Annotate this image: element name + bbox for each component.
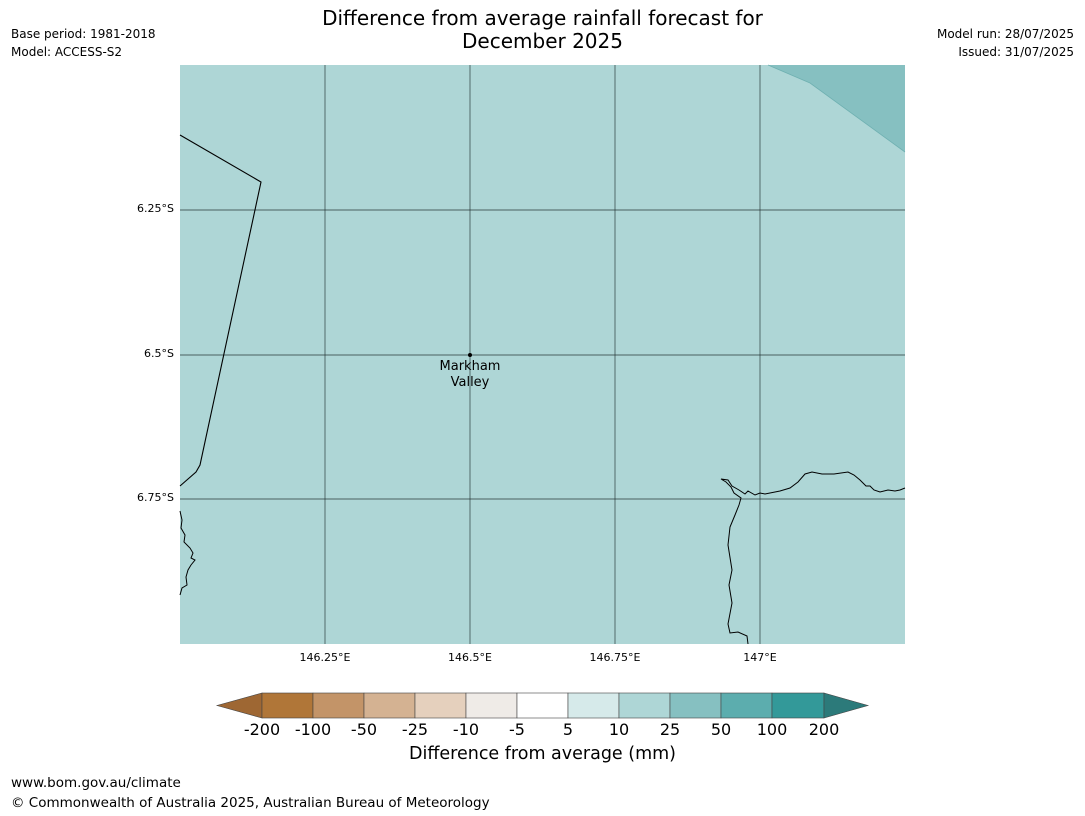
colorbar-band-4	[414, 692, 467, 719]
wetter-region-edge	[767, 64, 906, 153]
place-label-markham-valley: Markham Valley	[410, 359, 530, 391]
place-name-line-1: Markham	[439, 359, 501, 374]
model-run-text: Model run: 28/07/2025	[936, 27, 1074, 41]
lat-tick-label: 6.25°S	[137, 202, 174, 215]
province-boundary-line	[179, 134, 262, 487]
colorbar-label: 100	[756, 720, 788, 739]
east-coastline	[720, 471, 906, 645]
run-info: Model run: 28/07/2025 Issued: 31/07/2025	[937, 25, 1074, 61]
issued-text: Issued: 31/07/2025	[958, 45, 1074, 59]
footer-copyright: © Commonwealth of Australia 2025, Austra…	[11, 795, 490, 811]
title-line-2: December 2025	[462, 29, 623, 53]
lon-tick-label: 146.5°E	[448, 651, 492, 664]
lon-tick-label: 147°E	[743, 651, 777, 664]
map-panel	[179, 64, 906, 645]
colorbar-band-9	[669, 692, 722, 719]
colorbar-label: -200	[243, 720, 281, 739]
colorbar-band-11	[771, 692, 825, 719]
colorbar-band-8	[618, 692, 671, 719]
colorbar-band-5	[465, 692, 518, 719]
place-name-line-2: Valley	[450, 375, 490, 390]
lon-tick-label: 146.25°E	[299, 651, 351, 664]
colorbar-label: 5	[562, 720, 574, 739]
base-period-text: Base period: 1981-2018	[11, 27, 156, 41]
lon-tick-label: 146.75°E	[589, 651, 641, 664]
colorbar-label: -10	[452, 720, 480, 739]
map-background	[180, 65, 905, 644]
colorbar-band-2	[312, 692, 365, 719]
colorbar-title: Difference from average (mm)	[408, 744, 677, 764]
colorbar-high-extend	[823, 692, 870, 719]
colorbar-band-1	[261, 692, 314, 719]
colorbar-label: 50	[710, 720, 732, 739]
chart-title: Difference from average rainfall forecas…	[0, 7, 1085, 53]
base-info: Base period: 1981-2018 Model: ACCESS-S2	[11, 25, 156, 61]
markham-valley-marker	[468, 353, 472, 357]
colorbar-label: 200	[808, 720, 840, 739]
colorbar-band-10	[720, 692, 773, 719]
colorbar-label: -50	[350, 720, 378, 739]
lat-tick-label: 6.5°S	[144, 347, 174, 360]
colorbar	[215, 692, 870, 719]
footer-url: www.bom.gov.au/climate	[11, 775, 181, 791]
colorbar-label: 10	[608, 720, 630, 739]
colorbar-label: -25	[401, 720, 429, 739]
colorbar-band-3	[363, 692, 416, 719]
colorbar-band-6	[516, 692, 569, 719]
west-coastline	[179, 510, 196, 596]
title-line-1: Difference from average rainfall forecas…	[322, 6, 763, 30]
colorbar-band-7	[567, 692, 620, 719]
wetter-region-shading	[768, 65, 905, 152]
model-text: Model: ACCESS-S2	[11, 45, 123, 59]
lat-tick-label: 6.75°S	[137, 491, 174, 504]
colorbar-label: -5	[509, 720, 525, 739]
colorbar-label: 25	[659, 720, 681, 739]
colorbar-label: -100	[294, 720, 332, 739]
colorbar-low-extend	[215, 692, 263, 719]
